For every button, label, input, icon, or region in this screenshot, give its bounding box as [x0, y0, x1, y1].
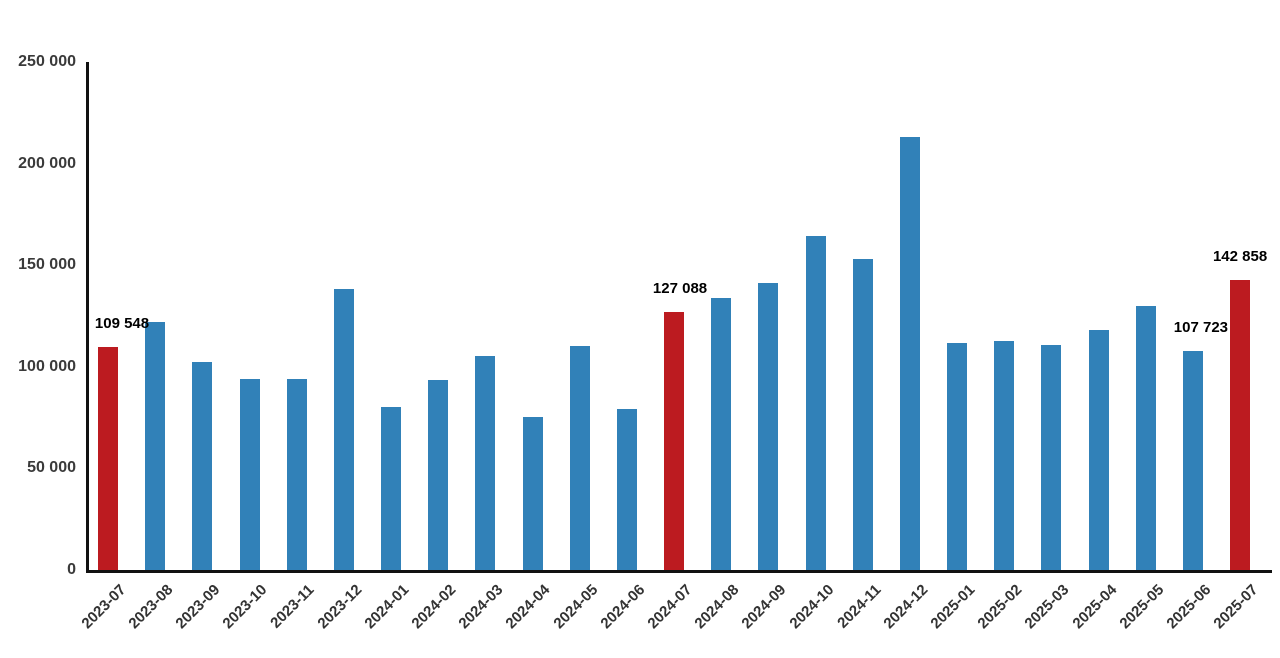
bar-2024-06 [616, 409, 637, 570]
bar-2023-12 [333, 288, 354, 570]
x-axis-tick-label: 2025-03 [1021, 581, 1073, 633]
x-axis-tick-label: 2025-07 [1210, 581, 1262, 633]
x-axis-tick-label: 2024-11 [833, 581, 885, 632]
bar-2023-08 [145, 322, 166, 570]
bar-2024-12 [899, 137, 920, 570]
x-axis-tick-label: 2024-01 [361, 581, 413, 633]
bar-2025-03 [1041, 345, 1062, 570]
bar-2025-02 [994, 340, 1015, 570]
x-axis-tick-label: 2024-03 [455, 581, 507, 633]
bar-2024-11 [852, 259, 873, 570]
bar-2024-02 [428, 380, 449, 570]
x-axis-tick-label: 2023-12 [314, 581, 366, 633]
x-axis-tick-label: 2024-04 [502, 581, 554, 633]
x-axis-tick-label: 2024-10 [785, 581, 837, 633]
data-label-2025-07: 142 858 [1212, 247, 1268, 265]
y-axis-tick-label: 250 000 [18, 53, 76, 70]
x-axis-tick-label: 2025-04 [1068, 581, 1120, 633]
x-axis-tick-label: 2024-02 [408, 581, 460, 633]
data-label-2025-06: 107 723 [1173, 319, 1229, 337]
bar-2024-07 [664, 311, 685, 570]
bar-2025-07 [1230, 279, 1251, 570]
x-axis-tick-label: 2023-07 [78, 581, 130, 633]
x-axis-tick-label: 2024-08 [691, 581, 743, 633]
x-axis-tick-label: 2023-11 [267, 581, 319, 632]
y-axis-tick-label: 0 [67, 561, 76, 578]
y-axis-tick-label: 50 000 [27, 459, 76, 477]
x-axis-tick-label: 2024-09 [738, 581, 790, 633]
bar-2023-07 [98, 347, 118, 570]
x-axis-tick-label: 2024-12 [880, 581, 932, 633]
bar-2024-08 [711, 298, 732, 570]
x-axis-tick-label: 2025-01 [927, 581, 979, 633]
x-axis-tick-label: 2024-05 [550, 581, 602, 633]
y-axis-tick-label: 200 000 [18, 154, 76, 172]
y-axis-tick-label: 100 000 [18, 357, 76, 375]
bar-2025-06 [1182, 351, 1203, 570]
bar-2024-04 [522, 416, 543, 570]
x-axis-line [86, 570, 1272, 573]
bar-2023-09 [192, 361, 213, 570]
x-axis-tick-label: 2025-05 [1116, 581, 1168, 633]
bar-2024-05 [569, 346, 590, 570]
bar-2023-11 [286, 379, 307, 570]
bar-2025-05 [1135, 306, 1156, 570]
bar-2024-09 [758, 283, 779, 570]
x-axis-tick-label: 2024-07 [644, 581, 696, 633]
y-axis-tick-label: 150 000 [18, 256, 76, 274]
x-axis-tick-label: 2025-06 [1163, 581, 1215, 633]
bar-2023-10 [239, 379, 260, 570]
bar-2025-01 [947, 343, 968, 570]
x-axis-tick-label: 2023-10 [219, 581, 271, 633]
data-label-2023-07: 109 548 [94, 315, 150, 333]
x-axis-tick-label: 2023-08 [125, 581, 177, 633]
data-label-2024-07: 127 088 [652, 279, 708, 297]
x-axis-tick-label: 2024-06 [597, 581, 649, 633]
bar-2024-03 [475, 356, 496, 570]
bar-2024-10 [805, 236, 826, 570]
bar-2024-01 [381, 407, 402, 570]
y-axis-line [86, 62, 89, 573]
x-axis-tick-label: 2025-02 [974, 581, 1026, 633]
x-axis-tick-label: 2023-09 [172, 581, 224, 633]
bar-2025-04 [1088, 330, 1109, 570]
